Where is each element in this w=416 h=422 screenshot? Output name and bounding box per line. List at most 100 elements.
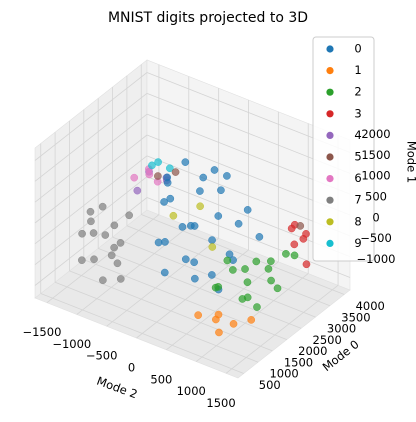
y-tick-label: 3500 xyxy=(341,310,370,324)
legend-label: 8 xyxy=(354,214,361,228)
point xyxy=(154,172,162,180)
point xyxy=(243,293,252,302)
point xyxy=(247,316,256,324)
point xyxy=(107,251,116,260)
z-tick-label: 1500 xyxy=(361,148,390,162)
x-axis-label: Mode 2 xyxy=(95,374,140,402)
point xyxy=(229,320,238,328)
point xyxy=(217,186,225,195)
legend-label: 9 xyxy=(354,236,361,250)
y-tick-label: 2000 xyxy=(298,344,327,358)
x-tick-label: 500 xyxy=(150,372,172,386)
grid-line xyxy=(106,237,219,327)
z-tick-label: 500 xyxy=(365,190,387,204)
point xyxy=(186,221,195,230)
x-tick-label: 0 xyxy=(128,361,135,375)
grid-line xyxy=(166,261,279,351)
point xyxy=(190,258,199,267)
point xyxy=(181,158,190,166)
point xyxy=(98,202,107,211)
point xyxy=(255,233,264,241)
point xyxy=(302,260,311,269)
point xyxy=(145,170,154,179)
grid-line xyxy=(34,113,148,203)
legend-label: 3 xyxy=(354,106,361,120)
point xyxy=(214,212,223,220)
point xyxy=(169,211,178,220)
point xyxy=(113,259,122,268)
point xyxy=(267,257,275,266)
point xyxy=(234,219,243,228)
grid-line xyxy=(76,226,190,315)
grid-line xyxy=(98,247,302,329)
legend-marker xyxy=(326,153,334,161)
legend-label: 1 xyxy=(354,63,361,77)
point xyxy=(208,243,217,251)
point xyxy=(211,283,220,292)
point xyxy=(290,240,299,249)
point xyxy=(148,161,156,170)
point xyxy=(178,223,187,231)
point xyxy=(116,275,125,283)
point xyxy=(86,207,95,216)
point xyxy=(171,168,180,176)
point xyxy=(133,186,142,195)
z-tick-label: 1000 xyxy=(361,169,390,183)
point xyxy=(264,265,273,273)
point xyxy=(99,276,107,285)
x-tick-label: −1500 xyxy=(22,325,61,339)
point xyxy=(89,229,98,237)
points xyxy=(78,158,311,337)
point xyxy=(87,217,95,226)
x-tick-label: 1000 xyxy=(177,384,206,398)
point xyxy=(181,255,190,264)
point xyxy=(165,164,174,173)
z-tick-label: 0 xyxy=(372,210,379,224)
point xyxy=(160,198,168,206)
legend-marker xyxy=(326,175,334,183)
point xyxy=(207,271,216,279)
point xyxy=(290,251,299,260)
point xyxy=(267,276,275,285)
y-tick-label: 3000 xyxy=(327,322,356,336)
point xyxy=(154,238,163,247)
point xyxy=(101,231,110,239)
legend-marker xyxy=(326,239,334,247)
legend-label: 6 xyxy=(354,171,361,185)
point xyxy=(243,206,252,214)
point xyxy=(116,239,125,247)
grid-line xyxy=(69,270,273,352)
y-tick-label: 500 xyxy=(259,378,281,392)
grid-line xyxy=(83,259,287,341)
point xyxy=(110,243,118,252)
point xyxy=(130,173,139,182)
point xyxy=(190,274,199,283)
grid-line xyxy=(126,225,331,307)
z-tick-label: −500 xyxy=(360,231,392,245)
point xyxy=(78,229,86,238)
point xyxy=(273,284,282,293)
point xyxy=(199,173,208,182)
point xyxy=(163,173,172,182)
z-axis-label: Mode 1 xyxy=(405,141,416,183)
grid-line xyxy=(34,93,148,182)
legend-marker xyxy=(326,67,334,75)
chart-title: MNIST digits projected to 3D xyxy=(108,10,308,26)
point xyxy=(196,202,204,211)
point xyxy=(229,266,237,274)
point xyxy=(208,236,216,244)
grid-line xyxy=(146,197,351,278)
y-tick-label: 2500 xyxy=(313,333,342,347)
grid-line xyxy=(34,155,148,245)
point xyxy=(210,166,219,174)
legend-label: 7 xyxy=(354,193,361,207)
point xyxy=(78,256,86,265)
y-tick-label: 4000 xyxy=(356,299,385,313)
point xyxy=(243,278,252,287)
legend-marker xyxy=(326,88,334,96)
legend-label: 0 xyxy=(354,42,361,56)
y-tick-label: 1000 xyxy=(269,367,298,381)
y-tick-label: 1500 xyxy=(284,355,313,369)
grid-line xyxy=(46,214,160,304)
